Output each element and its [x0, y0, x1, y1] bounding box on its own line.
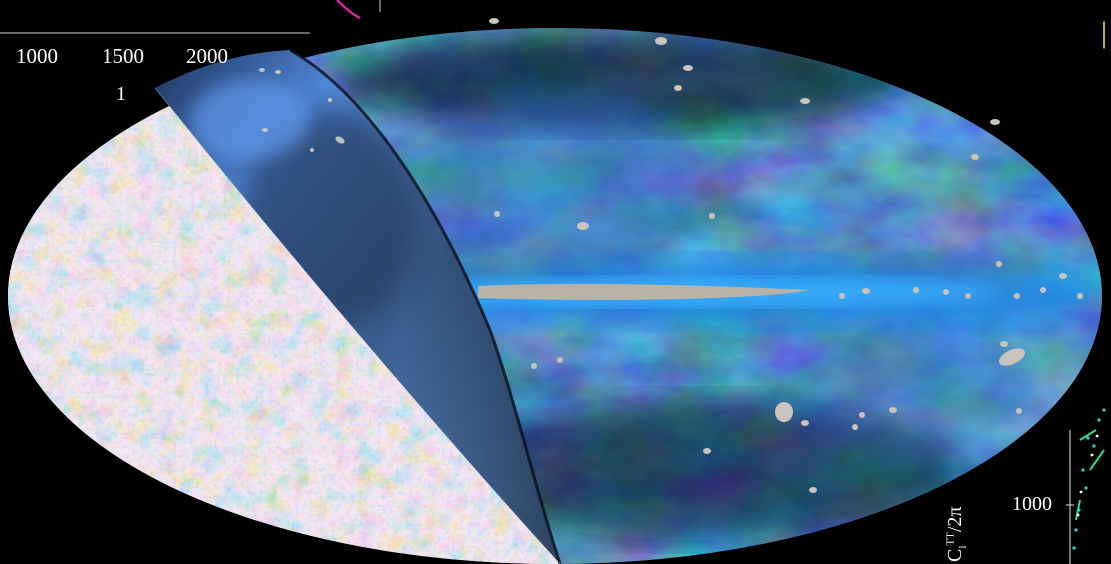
galactic-plane-mask: [478, 283, 810, 300]
y-axis-label: ClTT/2π: [944, 506, 969, 562]
y-axis-label-sup: TT: [944, 532, 957, 546]
small-axis-label: 1: [116, 83, 126, 105]
power-spectrum-curve-fragment: [336, 0, 361, 20]
y-axis-label-sub: l: [957, 545, 969, 549]
y-axis-label-tail: /2π: [944, 506, 966, 533]
y-tick-label: 1000: [1012, 493, 1052, 515]
partial-yellow-glyph: |: [1101, 16, 1108, 49]
masked-point-sources: [489, 18, 1083, 493]
y-axis-label-base: C: [944, 548, 966, 562]
right-plot-fragment: [1066, 408, 1106, 564]
x-tick-label: 1000: [16, 44, 58, 68]
x-tick-label: 1500: [102, 44, 144, 68]
x-tick-label: 2000: [186, 44, 228, 68]
